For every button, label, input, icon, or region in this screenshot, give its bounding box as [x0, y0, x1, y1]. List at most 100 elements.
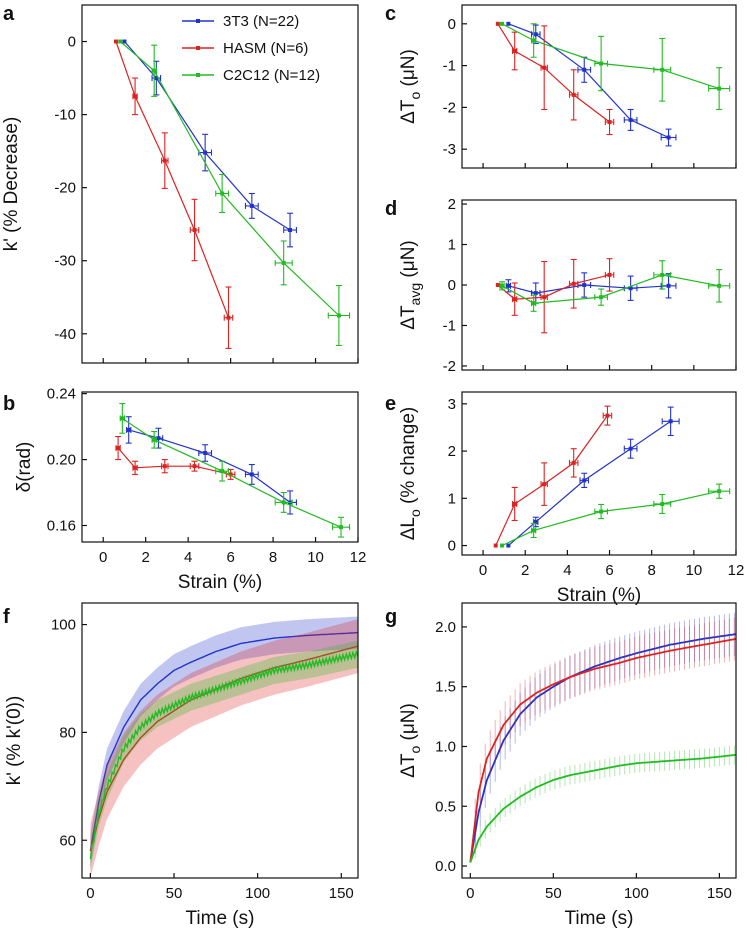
data-point-C2C12: [151, 44, 158, 97]
y-axis-title-g: ΔTo (μN): [398, 703, 423, 778]
data-point-HASM: [113, 39, 118, 44]
data-point-HASM: [223, 286, 234, 349]
y-tick-label: 2: [448, 443, 456, 460]
plot-frame-e: [461, 391, 737, 556]
marker-HASM: [512, 297, 517, 302]
y-tick-label: 0: [448, 16, 456, 33]
y-tick-label: -40: [54, 326, 76, 343]
y-tick-label: -10: [54, 107, 76, 124]
marker-3T3: [533, 32, 538, 37]
marker-HASM: [542, 482, 547, 487]
marker-C2C12: [281, 260, 286, 265]
x-tick-label: 4: [184, 549, 192, 566]
y-title-unit: (μN): [398, 703, 419, 746]
panel-letter-g: g: [385, 606, 397, 628]
marker-3T3: [506, 283, 511, 288]
marker-C2C12: [500, 543, 505, 548]
data-point-HASM: [132, 460, 139, 475]
marker-HASM: [162, 158, 167, 163]
data-point-3T3: [151, 60, 162, 96]
y-title-main: ΔT: [398, 753, 419, 778]
marker-3T3: [628, 117, 633, 122]
marker-3T3: [666, 283, 671, 288]
y-title-unit: (μN): [398, 240, 419, 283]
data-point-C2C12: [653, 493, 672, 514]
marker-C2C12: [660, 67, 665, 72]
data-point-HASM: [511, 282, 518, 316]
x-tick-label: 0: [99, 549, 107, 566]
y-tick-label: 1.5: [435, 679, 456, 696]
y-axis-title-a: k' (% Decrease): [1, 117, 22, 252]
data-point-HASM: [604, 258, 615, 292]
plot-frame-f: [81, 602, 359, 879]
data-point-C2C12: [327, 285, 351, 347]
data-point-C2C12: [530, 294, 537, 312]
y-tick-label: -2: [443, 358, 456, 375]
x-tick-label: 2: [521, 562, 529, 579]
marker-3T3: [203, 450, 208, 455]
marker-HASM: [512, 501, 517, 506]
y-title-sub: o: [407, 92, 423, 100]
marker-3T3: [249, 472, 254, 477]
line-HASM: [495, 415, 608, 546]
y-title-sub: o: [407, 509, 423, 517]
y-tick-label: 0: [448, 538, 456, 555]
marker-HASM: [495, 283, 500, 287]
plot-frame-b: [81, 391, 359, 543]
x-axis-title-e: Strain (%): [557, 585, 641, 606]
marker-C2C12: [152, 437, 157, 442]
legend-label-C2C12: C2C12 (N=12): [223, 67, 320, 84]
data-point-HASM: [495, 21, 500, 26]
data-point-3T3: [623, 108, 638, 131]
legend-item-C2C12: C2C12 (N=12): [182, 67, 320, 84]
line-3T3: [469, 633, 736, 863]
plot-area-d: [495, 258, 731, 334]
data-point-3T3: [623, 438, 638, 459]
data-point-C2C12: [594, 288, 608, 306]
x-tick-label: 10: [307, 549, 324, 566]
marker-C2C12: [717, 86, 722, 91]
x-tick-label: 150: [329, 885, 354, 902]
data-point-HASM: [511, 31, 518, 71]
data-point-HASM: [189, 198, 200, 262]
panel-d: d 2 1 0 -1 -2 ΔTavg (μN): [385, 196, 737, 375]
marker-C2C12: [220, 191, 225, 196]
y-tick-label: 0.24: [47, 386, 76, 403]
data-point-3T3: [122, 39, 127, 44]
data-point-C2C12: [500, 543, 505, 548]
marker-C2C12: [717, 283, 722, 288]
data-point-HASM: [540, 462, 548, 506]
data-point-HASM: [161, 459, 169, 474]
x-tick-label: 0: [86, 885, 94, 902]
x-tick-label: 6: [226, 549, 234, 566]
marker-HASM: [133, 465, 138, 470]
y-tick-label: 60: [59, 832, 76, 849]
line-C2C12: [469, 753, 736, 863]
x-tick-label: 50: [166, 885, 183, 902]
data-point-C2C12: [653, 260, 672, 290]
x-tick-label: 8: [269, 549, 277, 566]
plot-area-a: [113, 39, 351, 349]
data-point-HASM: [495, 283, 500, 287]
x-tick-label: 12: [728, 562, 745, 579]
legend: 3T3 (N=22) HASM (N=6) C2C12 (N=12): [182, 13, 320, 84]
data-point-C2C12: [653, 37, 672, 102]
y-tick-label: 0: [68, 34, 76, 51]
y-title-main: ΔT: [398, 99, 419, 124]
x-tick-label: 12: [350, 549, 367, 566]
marker-C2C12: [500, 21, 505, 26]
data-point-HASM: [604, 108, 615, 136]
line-3T3: [89, 632, 358, 852]
data-point-3T3: [244, 463, 259, 485]
plot-area-c: [495, 21, 731, 147]
marker-HASM: [571, 460, 576, 465]
y-tick-label: 0.5: [435, 798, 456, 815]
x-axis-title-g: Time (s): [565, 908, 634, 929]
marker-HASM: [116, 446, 121, 451]
legend-marker-3T3: [196, 19, 200, 23]
y-tick-label: 0.0: [435, 858, 456, 875]
x-tick-label: 8: [648, 562, 656, 579]
y-axis-title-b: δ(rad): [14, 442, 35, 493]
marker-C2C12: [599, 509, 604, 514]
